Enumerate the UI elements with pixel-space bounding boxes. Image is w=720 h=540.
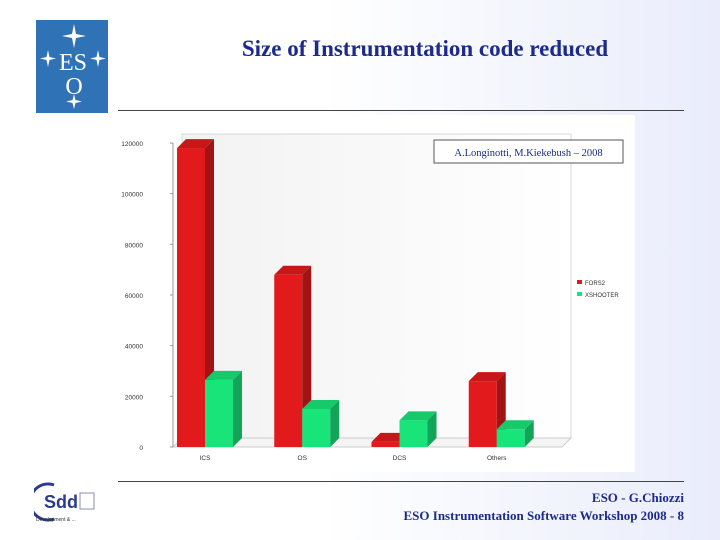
chart-back-wall xyxy=(181,133,572,439)
y-tick-label: 0 xyxy=(139,445,143,452)
slide-title: Size of Instrumentation code reduced xyxy=(241,36,609,61)
bar-xshooter-os xyxy=(302,400,340,447)
chart-plot-area xyxy=(171,133,573,448)
bar-front xyxy=(468,381,497,447)
sdd-logo-text: Sdd xyxy=(44,492,78,512)
eso-logo-o: O xyxy=(65,74,82,100)
footer-divider xyxy=(118,481,684,482)
y-tick-label: 120000 xyxy=(121,141,143,148)
sdd-logo-subtext: Development & ... xyxy=(36,517,76,523)
bar-top xyxy=(468,372,506,382)
bar-top xyxy=(496,420,534,430)
bar-top xyxy=(177,139,214,149)
y-tick-label: 60000 xyxy=(125,293,143,300)
legend-label-xshooter: XSHOOTER xyxy=(585,293,619,299)
bar-side xyxy=(427,411,437,447)
bar-side xyxy=(302,265,312,447)
legend-label-fors2: FORS2 xyxy=(585,281,606,287)
y-axis: 0 20000 40000 60000 80000 100000 120000 xyxy=(121,141,174,452)
x-tick-label-dcs: DCS xyxy=(393,455,407,462)
bar-front xyxy=(302,409,331,447)
x-tick-label-others: Others xyxy=(487,455,507,462)
author-line: ESO - G.Chiozzi xyxy=(591,490,684,505)
workshop-line: ESO Instrumentation Software Workshop 20… xyxy=(403,508,685,523)
bar-front xyxy=(371,441,400,447)
eso-logo: ES O xyxy=(36,20,108,113)
legend-swatch-fors2 xyxy=(577,280,582,284)
bar-front xyxy=(399,420,428,447)
bar-fors2-os xyxy=(274,265,312,447)
sdd-logo: Sdd Development & ... xyxy=(28,481,104,525)
bar-xshooter-dcs xyxy=(399,411,437,447)
x-tick-label-os: OS xyxy=(298,455,308,462)
bar-front xyxy=(274,274,303,447)
legend: FORS2 XSHOOTER xyxy=(577,280,619,299)
x-axis: ICS OS DCS Others xyxy=(200,455,508,462)
eso-logo-es: ES xyxy=(59,50,87,76)
bar-front xyxy=(177,148,205,448)
x-tick-label-ics: ICS xyxy=(200,455,212,462)
bar-fors2-ics xyxy=(177,139,214,448)
bars-group xyxy=(177,139,534,448)
bar-front xyxy=(496,429,525,447)
bar-chart: 0 20000 40000 60000 80000 100000 120000 ICS OS D… xyxy=(121,133,624,462)
bar-top xyxy=(205,370,242,380)
annotation-box: A.Longinotti, M.Kiekebush – 2008 xyxy=(433,139,624,164)
bar-top xyxy=(274,265,312,275)
bar-side xyxy=(330,400,340,447)
eso-star-logo-icon: ES O xyxy=(36,20,108,113)
y-tick-label: 100000 xyxy=(121,192,143,199)
bar-xshooter-ics xyxy=(205,370,242,447)
bar-side xyxy=(233,370,242,447)
bar-top xyxy=(399,411,437,421)
sdd-logo-icon: Sdd Development & ... xyxy=(28,482,95,523)
header-divider xyxy=(118,110,684,111)
footer-credit: ESO - G.Chiozzi ESO Instrumentation Soft… xyxy=(404,489,685,525)
bar-side xyxy=(205,139,214,448)
y-tick-label: 20000 xyxy=(125,394,143,401)
chart-annotation: A.Longinotti, M.Kiekebush – 2008 xyxy=(454,148,602,159)
bar-top xyxy=(371,432,409,442)
chart-panel: 0 20000 40000 60000 80000 100000 120000 ICS OS D… xyxy=(107,115,635,472)
y-tick-label: 80000 xyxy=(125,242,143,249)
bar-top xyxy=(302,400,340,409)
bar-front xyxy=(205,379,233,447)
bar-xshooter-others xyxy=(496,420,534,447)
legend-swatch-xshooter xyxy=(577,292,582,296)
y-tick-label: 40000 xyxy=(125,344,143,351)
bar-side xyxy=(524,420,534,447)
